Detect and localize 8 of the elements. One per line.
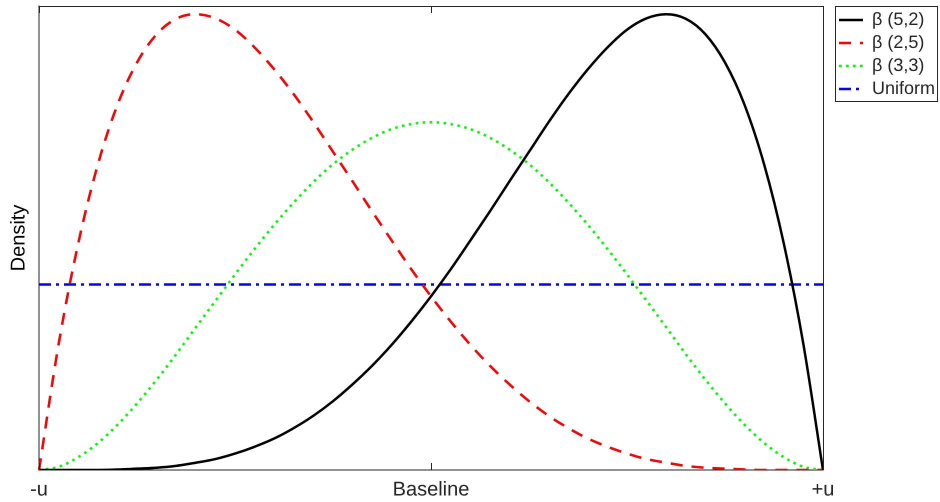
legend-label: Uniform [872,78,936,98]
x-tick-label: -u [30,478,48,501]
legend-label: β (3,3) [872,54,924,75]
x-tick-label: Baseline [392,478,470,501]
y-axis-title: Density [8,204,30,272]
legend-label: β (5,2) [872,8,924,29]
x-tick-label: +u [812,478,834,501]
legend-label: β (2,5) [872,32,924,52]
